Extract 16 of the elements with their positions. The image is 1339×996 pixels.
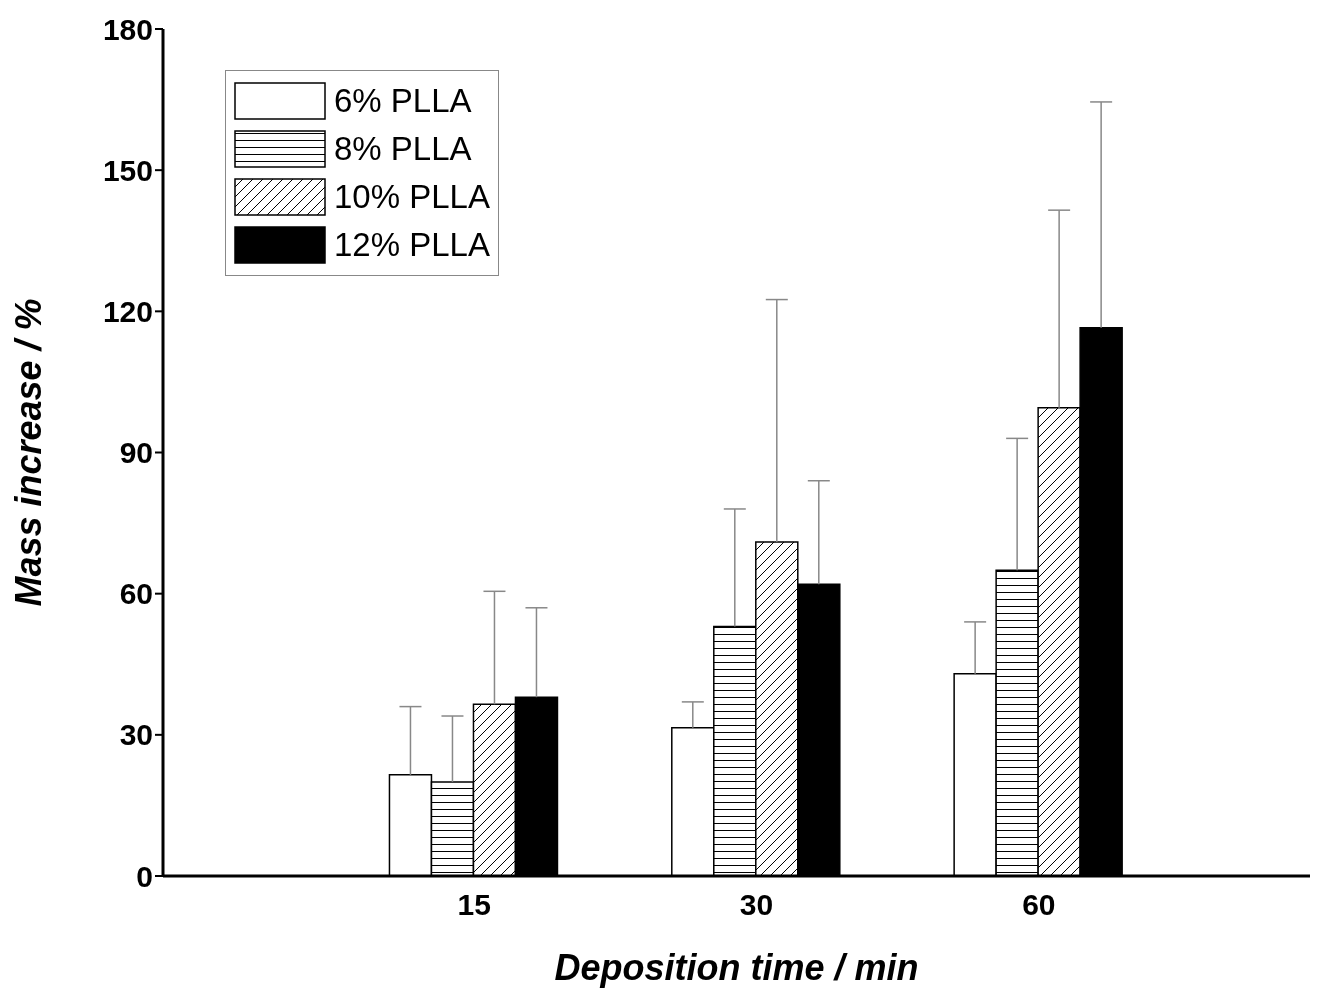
- legend-label: 10% PLLA: [334, 178, 490, 216]
- x-tick-label: 30: [739, 888, 774, 922]
- y-tick-label: 30: [119, 718, 153, 752]
- legend-label: 8% PLLA: [334, 130, 472, 168]
- y-tick-label: 180: [102, 12, 153, 46]
- y-tick-label: 0: [136, 859, 153, 893]
- y-tick-label: 90: [119, 436, 153, 470]
- x-axis-title: Deposition time / min: [554, 947, 919, 988]
- legend-label: 12% PLLA: [334, 226, 490, 264]
- x-tick-label: 15: [457, 888, 491, 922]
- x-tick-label: 60: [1022, 888, 1056, 922]
- legend-label: 6% PLLA: [334, 82, 472, 120]
- y-tick-label: 120: [102, 294, 153, 328]
- y-axis-title: Mass increase / %: [7, 298, 49, 607]
- y-tick-label: 60: [119, 577, 153, 611]
- y-tick-label: 150: [102, 153, 153, 187]
